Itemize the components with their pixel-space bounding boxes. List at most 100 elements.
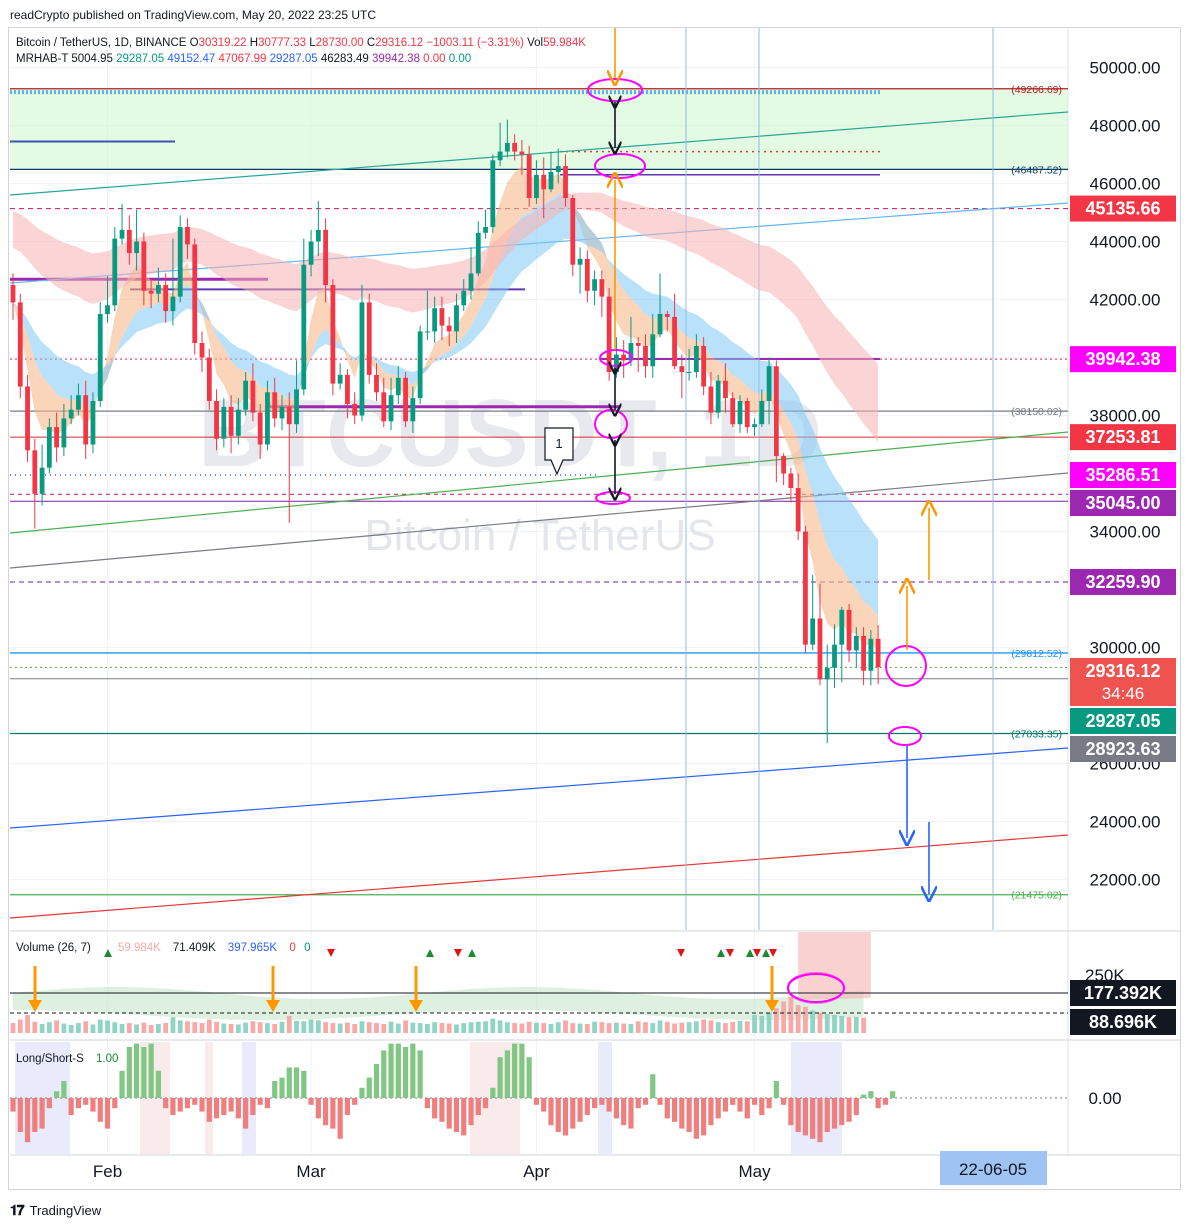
candle-46 [345, 369, 350, 419]
price-label-bg [1070, 708, 1176, 734]
candle-9 [76, 383, 81, 416]
candle-45 [337, 363, 343, 390]
ls-bar-4 [39, 1098, 45, 1129]
candle-body [141, 241, 147, 291]
volume-spike-ribbon [798, 932, 871, 1000]
ls-bar-74 [548, 1098, 554, 1126]
candle-73 [541, 157, 547, 219]
volume-bar-78 [577, 1023, 583, 1033]
ls-bar-85 [628, 1098, 634, 1129]
volume-bar-10 [83, 1021, 89, 1033]
candle-body [206, 357, 212, 401]
ls-bar-39 [293, 1067, 300, 1098]
candle-body [446, 325, 452, 332]
trend-line-5 [9, 834, 1069, 919]
volume-bar-76 [563, 1020, 568, 1033]
ls-bar-27 [206, 1098, 212, 1122]
candle-91 [672, 293, 677, 370]
ls-bar-41 [308, 1098, 314, 1105]
candle-body [410, 398, 416, 422]
ls-bar-121 [890, 1091, 896, 1098]
candle-26 [199, 331, 205, 372]
volume-bar-79 [584, 1024, 590, 1033]
candle-body [846, 609, 852, 651]
volume-arrow-1-head [28, 1000, 42, 1012]
candle-94 [693, 334, 699, 378]
volume-bar-74 [548, 1024, 554, 1033]
volume-bar-110 [810, 1010, 816, 1033]
price-tick-6: 38000.00 [1090, 407, 1161, 426]
candle-body [555, 166, 561, 172]
volume-bar-98 [723, 1023, 728, 1033]
candle-116 [853, 627, 859, 668]
legend-span-8: 29316.12 [375, 37, 426, 49]
candle-body [679, 366, 685, 372]
volume-bar-5 [46, 1022, 52, 1033]
ls-bar-17 [133, 1043, 140, 1098]
candle-body [330, 285, 336, 384]
candle-body [257, 412, 263, 445]
candle-body [773, 366, 779, 457]
candle-13 [105, 276, 110, 323]
price-label-bg [1070, 490, 1176, 516]
ls-bar-113 [831, 1098, 838, 1129]
ls-bar-89 [657, 1098, 663, 1105]
ls-bar-97 [715, 1098, 721, 1119]
candle-85 [628, 316, 634, 367]
ls-bar-109 [802, 1098, 809, 1136]
volume-bar-37 [279, 1021, 285, 1033]
volume-bar-80 [592, 1021, 597, 1033]
candle-body [185, 227, 190, 245]
candle-52 [388, 377, 394, 430]
candle-68 [504, 119, 510, 158]
candle-87 [643, 334, 648, 378]
price-label-7: 29287.05 [1070, 708, 1176, 734]
footer-brand: TradingView [29, 1203, 102, 1218]
ls-bar-111 [817, 1098, 823, 1143]
ls-bar-88 [650, 1074, 656, 1098]
ls-bar-21 [163, 1098, 169, 1109]
volume-bar-101 [744, 1021, 750, 1033]
candle-body [599, 279, 605, 297]
ls-bar-42 [315, 1098, 321, 1119]
volume-signal-2 [426, 949, 434, 957]
candle-body [628, 343, 634, 361]
candle-64 [475, 221, 481, 277]
candle-body [214, 401, 219, 439]
ls-bar-22 [170, 1098, 176, 1115]
volume-bar-103 [759, 1015, 765, 1033]
candle-97 [715, 374, 721, 419]
volume-bar-88 [650, 1023, 656, 1033]
ls-bar-66 [490, 1087, 496, 1098]
volume-bar-46 [345, 1022, 350, 1033]
ls-bar-87 [642, 1098, 649, 1105]
candle-24 [185, 218, 190, 259]
candle-55 [410, 386, 416, 433]
legend-span-7: C [367, 37, 375, 49]
candle-119 [875, 624, 881, 685]
candle-40 [301, 238, 307, 396]
volume-bar-34 [257, 1022, 263, 1033]
price-label-text: 28923.63 [1085, 739, 1160, 759]
ls-bar-3 [32, 1098, 38, 1132]
candle-body [519, 151, 525, 155]
candle-body [577, 258, 583, 265]
candle-19 [148, 279, 154, 309]
ls-bar-5 [46, 1098, 52, 1109]
candle-102 [752, 418, 757, 436]
candle-body [148, 290, 154, 294]
candle-48 [359, 285, 365, 422]
volume-bar-111 [817, 1012, 823, 1033]
price-label-5: 32259.90 [1070, 568, 1176, 595]
tradingview-logo-icon: 𝟏𝟕 [10, 1202, 25, 1218]
candle-117 [861, 627, 866, 686]
candle-body [83, 395, 89, 445]
price-label-bg [1070, 346, 1176, 373]
candle-31 [235, 398, 241, 445]
price-label-bg [1070, 462, 1176, 488]
candle-body [279, 406, 285, 419]
price-label-bg [1070, 736, 1176, 762]
candle-body [359, 302, 365, 416]
volume-bar-94 [693, 1021, 699, 1033]
